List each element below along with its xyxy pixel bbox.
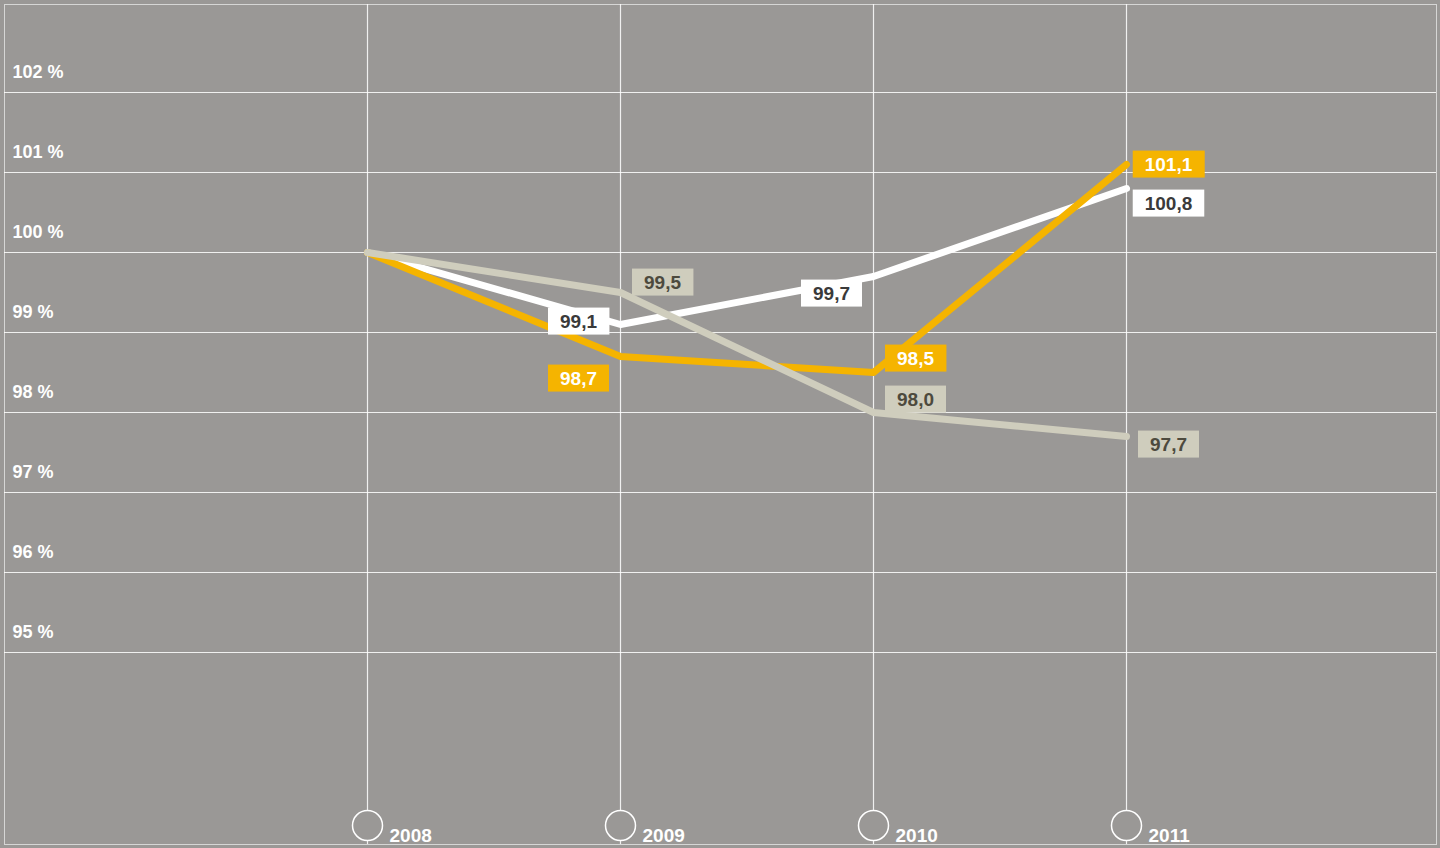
svg-text:99,5: 99,5 xyxy=(644,272,681,293)
svg-text:97 %: 97 % xyxy=(13,462,54,482)
svg-text:99,7: 99,7 xyxy=(813,283,850,304)
svg-text:2008: 2008 xyxy=(390,825,432,846)
svg-text:2011: 2011 xyxy=(1149,825,1191,846)
svg-text:98,5: 98,5 xyxy=(897,348,934,369)
svg-text:98,7: 98,7 xyxy=(560,368,597,389)
svg-text:102 %: 102 % xyxy=(13,62,64,82)
svg-text:95 %: 95 % xyxy=(13,622,54,642)
svg-text:99 %: 99 % xyxy=(13,302,54,322)
svg-text:101,1: 101,1 xyxy=(1145,154,1193,175)
svg-text:98 %: 98 % xyxy=(13,382,54,402)
svg-text:96 %: 96 % xyxy=(13,542,54,562)
svg-text:101 %: 101 % xyxy=(13,142,64,162)
svg-text:100,8: 100,8 xyxy=(1145,193,1193,214)
svg-text:97,7: 97,7 xyxy=(1150,434,1187,455)
svg-text:98,0: 98,0 xyxy=(897,389,934,410)
svg-text:99,1: 99,1 xyxy=(560,311,597,332)
svg-text:2010: 2010 xyxy=(896,825,938,846)
svg-text:100 %: 100 % xyxy=(13,222,64,242)
svg-text:2009: 2009 xyxy=(643,825,685,846)
